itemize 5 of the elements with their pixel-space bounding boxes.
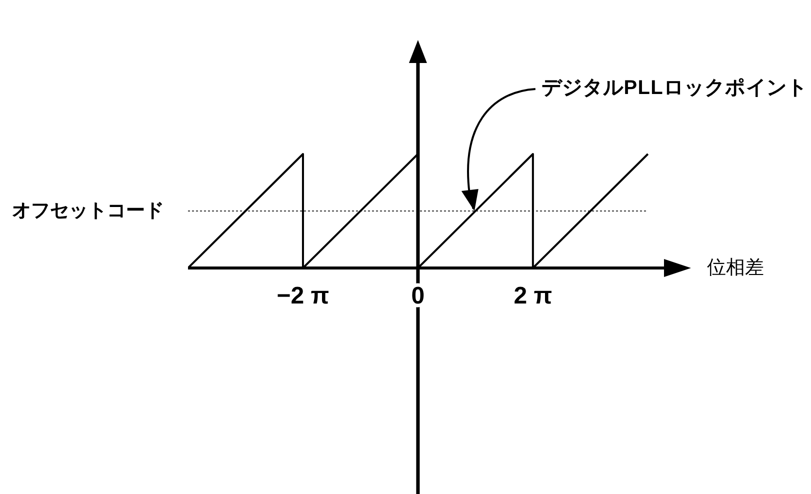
ref-line-label: オフセットコード <box>12 200 164 222</box>
x-tick-label: 2 π <box>514 282 552 310</box>
x-tick-label: −2 π <box>276 282 330 310</box>
x-axis-title: 位相差 <box>707 258 764 278</box>
annotation: デジタルPLLロックポイント <box>541 77 808 99</box>
